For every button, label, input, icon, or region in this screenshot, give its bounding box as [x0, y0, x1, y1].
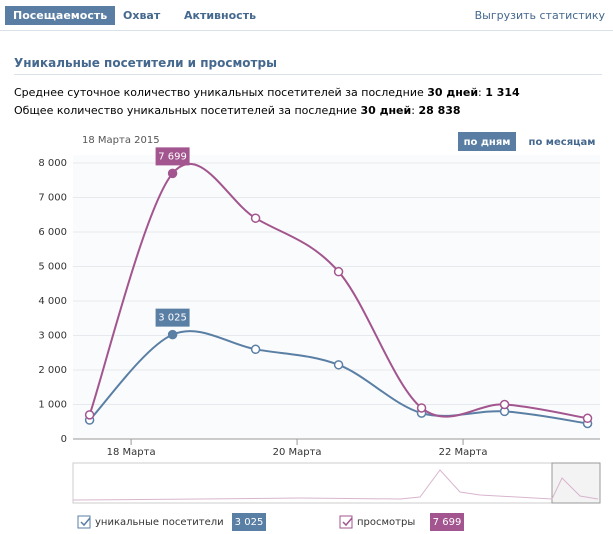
- legend-value: 7 699: [433, 517, 462, 528]
- navigator-window[interactable]: [551, 462, 601, 504]
- value-label: 7 699: [158, 151, 187, 162]
- stat: Среднее суточное количество уникальных п…: [14, 86, 520, 99]
- navigator[interactable]: [72, 462, 601, 504]
- button-bg[interactable]: [458, 132, 516, 151]
- y-tick-label: 4 000: [38, 296, 67, 307]
- x-tick-label: 22 Марта: [439, 447, 488, 458]
- x-tick-label: 18 Марта: [107, 447, 156, 458]
- export-link[interactable]: Выгрузить статистику: [474, 9, 605, 22]
- checkbox[interactable]: [339, 515, 353, 529]
- series-line: [88, 163, 588, 420]
- stat: Общее количество уникальных посетителей …: [14, 104, 461, 117]
- y-tick-label: 2 000: [38, 365, 67, 376]
- point: [84, 410, 95, 420]
- point: [250, 213, 261, 223]
- point: [333, 266, 344, 277]
- stat-period: 30 дней: [427, 86, 479, 99]
- value-label-bg: [155, 147, 190, 166]
- stat-value: 1 314: [485, 86, 520, 99]
- stat-sep: :: [478, 86, 486, 99]
- section-title: Уникальные посетители и просмотры: [14, 56, 602, 75]
- point: [582, 413, 593, 424]
- tab[interactable]: Активность: [184, 9, 257, 22]
- value-label: 3 025: [158, 313, 187, 324]
- stat-value: 28 838: [418, 104, 461, 117]
- y-tick-label: 3 000: [38, 331, 67, 342]
- stat-sep: :: [411, 104, 419, 117]
- button[interactable]: по дням: [464, 137, 511, 148]
- point: [167, 329, 178, 340]
- y-tick-label: 7 000: [38, 193, 67, 204]
- legend-badge: [232, 513, 266, 531]
- legend-entry: просмотры: [357, 517, 415, 528]
- y-tick-label: 8 000: [38, 158, 67, 169]
- checkbox[interactable]: [77, 515, 91, 529]
- value-label-bg: [155, 308, 190, 327]
- check: [80, 517, 91, 527]
- point: [250, 344, 261, 355]
- check: [342, 517, 353, 527]
- tab[interactable]: Посещаемость: [5, 6, 116, 25]
- legend-badge: [430, 513, 464, 531]
- point: [416, 403, 427, 413]
- tabs: Посещаемость Охват Активность Выгрузить …: [0, 0, 613, 31]
- point: [499, 399, 510, 410]
- stat-period: 30 дней: [360, 104, 412, 117]
- button[interactable]: по месяцам: [529, 137, 596, 148]
- legend-entry: уникальные посетители: [95, 517, 224, 528]
- y-tick-label: 6 000: [38, 227, 67, 238]
- y-tick-label: 1 000: [38, 400, 67, 411]
- navigator-line: [72, 469, 599, 501]
- date-label: 18 Марта 2015: [82, 135, 160, 146]
- legend-value: 3 025: [235, 517, 264, 528]
- point: [167, 168, 178, 179]
- y-tick-label: 0: [61, 434, 67, 445]
- plot-area: [73, 155, 600, 439]
- stat-text: Среднее суточное количество уникальных п…: [14, 86, 428, 99]
- point: [333, 360, 344, 370]
- tab[interactable]: Охват: [123, 9, 161, 22]
- stat-text: Общее количество уникальных посетителей …: [14, 104, 361, 117]
- y-tick-label: 5 000: [38, 262, 67, 273]
- x-tick-label: 20 Марта: [273, 447, 322, 458]
